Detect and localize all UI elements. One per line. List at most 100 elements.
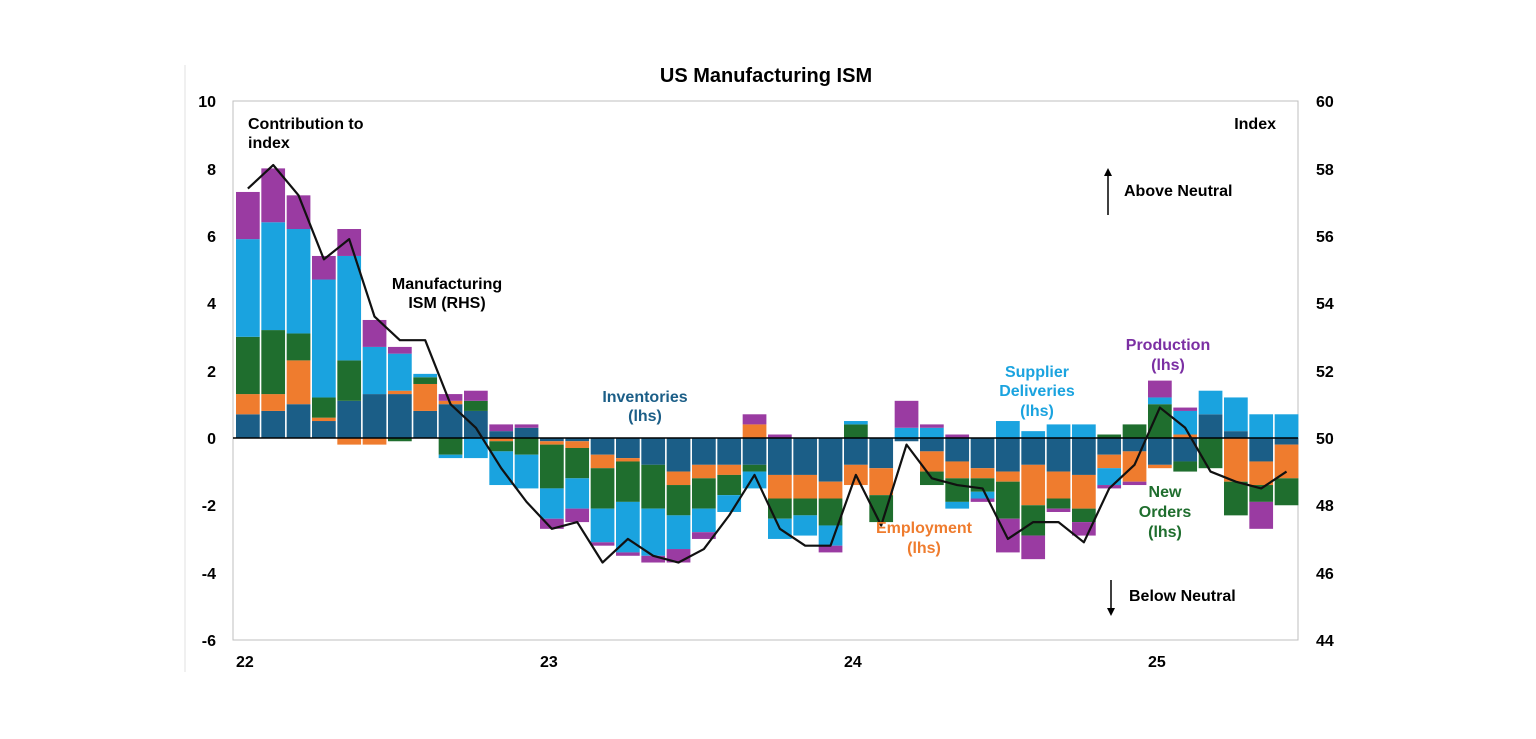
bar-segment-supplier-deliveries — [894, 427, 919, 438]
bar-segment-production — [1021, 535, 1046, 560]
bar-segment-inventories — [869, 437, 894, 469]
bar-segment-employment — [717, 464, 742, 475]
bar-segment-inventories — [261, 410, 286, 438]
bar-segment-inventories — [312, 421, 336, 438]
annotation-supplier-deliveries-line3: (lhs) — [1020, 403, 1054, 420]
bar-segment-production — [818, 545, 843, 553]
bar-segment-employment — [742, 424, 767, 438]
bar-segment-employment — [869, 468, 894, 496]
bar-segment-new-orders — [616, 461, 640, 502]
bar-segment-inventories — [1122, 437, 1147, 452]
bar-segment-inventories — [1274, 437, 1299, 445]
bar-segment-employment — [540, 441, 564, 445]
bar-segment-supplier-deliveries — [514, 454, 539, 489]
annotation-new-orders-line3: (lhs) — [1148, 524, 1182, 541]
annotation-inventories-line2: (lhs) — [628, 408, 662, 425]
right-tick-label: 56 — [1316, 229, 1334, 246]
bar-segment-employment — [945, 461, 970, 479]
annotation-new-orders: New — [1149, 484, 1182, 501]
bar-segment-inventories — [1224, 431, 1248, 438]
right-tick-label: 60 — [1316, 94, 1334, 111]
annotation-new-orders-line2: Orders — [1139, 504, 1192, 521]
bar-segment-production — [920, 424, 944, 428]
bar-segment-production — [1173, 407, 1198, 411]
bar-segment-supplier-deliveries — [565, 478, 590, 509]
chart-title: US Manufacturing ISM — [660, 65, 872, 87]
bar-segment-new-orders — [286, 333, 311, 361]
bar-segment-inventories — [920, 437, 944, 452]
below-neutral-arrowhead — [1107, 608, 1115, 616]
left-tick-label: 4 — [207, 296, 216, 313]
bar-segment-production — [1097, 485, 1122, 489]
bar-segment-production — [312, 255, 336, 280]
bar-segment-production — [742, 414, 767, 425]
bar-segment-production — [1249, 501, 1274, 529]
bar-segment-new-orders — [844, 424, 868, 438]
bar-segment-employment — [692, 464, 716, 479]
bar-segment-production — [286, 195, 311, 230]
bar-segment-inventories — [641, 437, 666, 465]
bar-segment-new-orders — [388, 437, 412, 442]
right-tick-label: 48 — [1316, 498, 1334, 515]
bar-segment-supplier-deliveries — [692, 508, 716, 533]
bar-segment-inventories — [844, 437, 868, 465]
right-tick-label: 58 — [1316, 162, 1334, 179]
bar-segment-inventories — [742, 437, 767, 465]
bar-segment-employment — [388, 390, 412, 395]
bar-segment-new-orders — [312, 397, 336, 418]
bar-segment-employment — [1173, 434, 1198, 438]
bar-segment-employment — [920, 451, 944, 472]
bar-segment-employment — [666, 471, 691, 486]
bar-segment-employment — [1046, 471, 1071, 499]
ism-line — [247, 163, 1288, 564]
bar-segment-supplier-deliveries — [590, 508, 615, 543]
right-axis-label: Index — [1234, 116, 1276, 133]
bar-segment-inventories — [970, 437, 995, 469]
bar-segment-production — [438, 394, 463, 401]
bar-segment-new-orders — [565, 447, 590, 479]
bar-segment-new-orders — [489, 441, 514, 452]
bar-segment-inventories — [489, 431, 514, 438]
bar-segment-production — [565, 508, 590, 523]
right-tick-label: 44 — [1316, 633, 1334, 650]
right-tick-label: 50 — [1316, 431, 1334, 448]
bar-segment-production — [489, 424, 514, 432]
bar-segment-employment — [1097, 454, 1122, 469]
bar-segment-new-orders — [590, 468, 615, 509]
bar-segment-new-orders — [261, 330, 286, 395]
bar-segment-employment — [768, 474, 792, 499]
bar-segment-new-orders — [641, 464, 666, 509]
bar-segment-new-orders — [1072, 508, 1096, 523]
bar-segment-production — [236, 191, 260, 240]
right-tick-label: 46 — [1316, 566, 1334, 583]
bar-segment-inventories — [945, 437, 970, 462]
bar-segment-new-orders — [996, 481, 1020, 519]
bar-segment-production — [894, 400, 919, 428]
x-tick-label: 22 — [236, 654, 254, 671]
bar-segment-supplier-deliveries — [1274, 414, 1299, 438]
right-tick-label: 54 — [1316, 296, 1334, 313]
bar-segment-inventories — [616, 437, 640, 459]
bar-segment-inventories — [818, 437, 843, 482]
bar-segment-new-orders — [1021, 505, 1046, 536]
bar-segment-employment — [312, 417, 336, 422]
bar-segment-production — [768, 434, 792, 438]
bar-segment-supplier-deliveries — [362, 346, 387, 395]
above-neutral-arrowhead — [1104, 168, 1112, 176]
bar-segment-new-orders — [1122, 424, 1147, 438]
bar-segment-new-orders — [692, 478, 716, 509]
bar-segment-employment — [1249, 461, 1274, 486]
bar-segment-employment — [1224, 437, 1248, 482]
bar-segment-production — [1122, 481, 1147, 486]
bar-segment-employment — [590, 454, 615, 469]
x-tick-labels: 22 23 24 25 — [236, 654, 1166, 671]
bar-segment-inventories — [236, 414, 260, 438]
bar-segment-new-orders — [818, 498, 843, 526]
bar-segment-new-orders — [337, 360, 362, 401]
bar-segment-supplier-deliveries — [616, 501, 640, 553]
left-tick-label: 6 — [207, 229, 216, 246]
bar-segment-new-orders — [413, 377, 438, 384]
left-tick-label: 0 — [207, 431, 216, 448]
right-tick-label: 52 — [1316, 364, 1334, 381]
bar-segment-employment — [1122, 451, 1147, 482]
